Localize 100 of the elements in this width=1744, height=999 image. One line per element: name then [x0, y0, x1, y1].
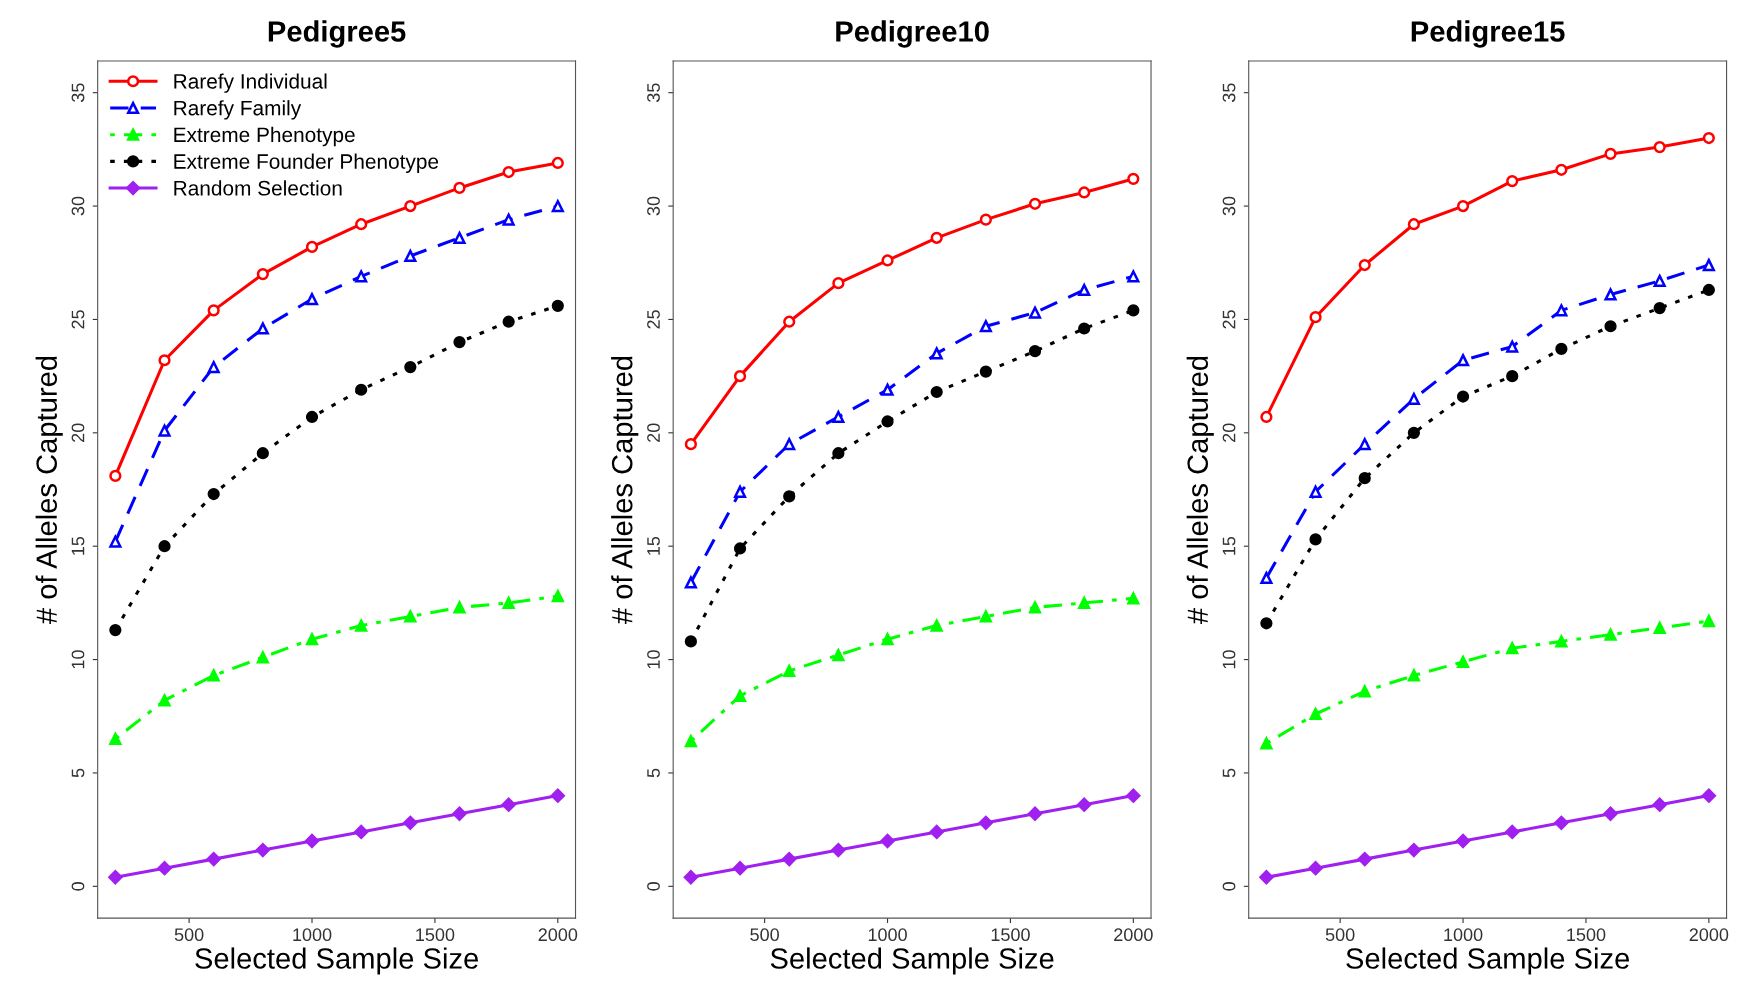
y-tick-label: 20 [71, 423, 85, 442]
point [1028, 601, 1042, 614]
point [501, 797, 516, 812]
y-tick-label: 25 [1222, 310, 1236, 329]
point [782, 851, 797, 867]
y-axis-title: # of Alleles Captured [611, 356, 639, 624]
point [304, 833, 320, 849]
point [1406, 842, 1422, 858]
y-tick-label: 15 [1222, 536, 1236, 555]
y-tick-label: 35 [647, 83, 660, 103]
x-tick-label: 1500 [991, 928, 1030, 942]
point [1604, 288, 1617, 301]
point [733, 485, 747, 498]
point [502, 165, 515, 179]
point [502, 213, 515, 226]
point [881, 383, 894, 396]
point [1358, 258, 1371, 272]
point [1555, 342, 1568, 356]
point [832, 648, 845, 662]
point [1260, 410, 1273, 424]
point [403, 815, 418, 830]
point [683, 870, 699, 885]
point [453, 181, 466, 195]
point [684, 635, 697, 648]
point [1309, 707, 1322, 721]
point [1028, 197, 1042, 210]
x-tick-label: 500 [750, 928, 779, 942]
y-axis-title: # of Alleles Captured [1186, 356, 1214, 624]
point [979, 213, 992, 226]
point [1702, 131, 1715, 145]
x-axis-title: Selected Sample Size [1346, 947, 1630, 975]
x-tick-label: 1500 [1567, 928, 1606, 942]
x-axis-title: Selected Sample Size [195, 947, 478, 975]
point [978, 815, 993, 830]
point [1456, 390, 1470, 403]
x-tick-label: 2000 [1114, 928, 1153, 942]
point [109, 732, 122, 746]
point [929, 824, 944, 840]
point [157, 861, 172, 876]
point [1653, 621, 1666, 634]
point [1127, 304, 1140, 317]
y-tick-label: 25 [647, 310, 660, 329]
point [1554, 815, 1569, 830]
point [1652, 797, 1667, 812]
y-tick-label: 10 [647, 650, 660, 669]
point [1358, 472, 1371, 485]
point [256, 267, 269, 281]
y-tick-label: 35 [1222, 83, 1236, 103]
point [551, 199, 564, 213]
x-tick-label: 500 [1325, 928, 1355, 942]
point [551, 299, 564, 312]
legend-label: Extreme Founder Phenotype [174, 153, 439, 173]
y-tick-label: 0 [647, 882, 660, 891]
point [1407, 392, 1420, 405]
point [355, 218, 368, 231]
y-tick-label: 25 [71, 310, 85, 329]
y-tick-label: 20 [647, 423, 660, 442]
point [880, 833, 895, 849]
point [502, 596, 515, 609]
point [832, 410, 845, 424]
point [832, 447, 845, 460]
y-tick-label: 30 [647, 196, 660, 216]
point [1701, 788, 1716, 803]
point [1078, 186, 1091, 199]
point [453, 336, 466, 349]
point [1078, 322, 1091, 335]
x-tick-label: 1000 [293, 928, 332, 942]
point [1407, 218, 1420, 231]
point [783, 490, 796, 503]
point [1357, 851, 1372, 867]
point [1555, 163, 1568, 176]
point [1077, 797, 1092, 812]
point [109, 535, 122, 548]
point [1456, 354, 1470, 367]
point [832, 277, 845, 290]
point [109, 623, 122, 637]
point [108, 870, 123, 885]
point [1028, 345, 1042, 358]
point [733, 689, 747, 702]
y-tick-label: 35 [71, 83, 85, 103]
point [1260, 617, 1273, 630]
legend-label: Random Selection [174, 180, 342, 196]
point [158, 424, 171, 437]
y-tick-label: 30 [1222, 196, 1236, 216]
point [1309, 311, 1322, 324]
point [404, 360, 417, 374]
point [930, 385, 943, 399]
point [305, 410, 319, 424]
point [207, 360, 220, 374]
x-tick-label: 1000 [1444, 928, 1483, 942]
point [502, 315, 515, 328]
point [1505, 824, 1520, 840]
point [404, 199, 417, 213]
y-axis-title: # of Alleles Captured [35, 356, 63, 624]
x-tick-label: 2000 [1689, 928, 1729, 942]
point [453, 231, 466, 244]
point [1456, 199, 1470, 213]
point [1456, 655, 1470, 668]
point [831, 842, 846, 858]
point [207, 304, 220, 317]
